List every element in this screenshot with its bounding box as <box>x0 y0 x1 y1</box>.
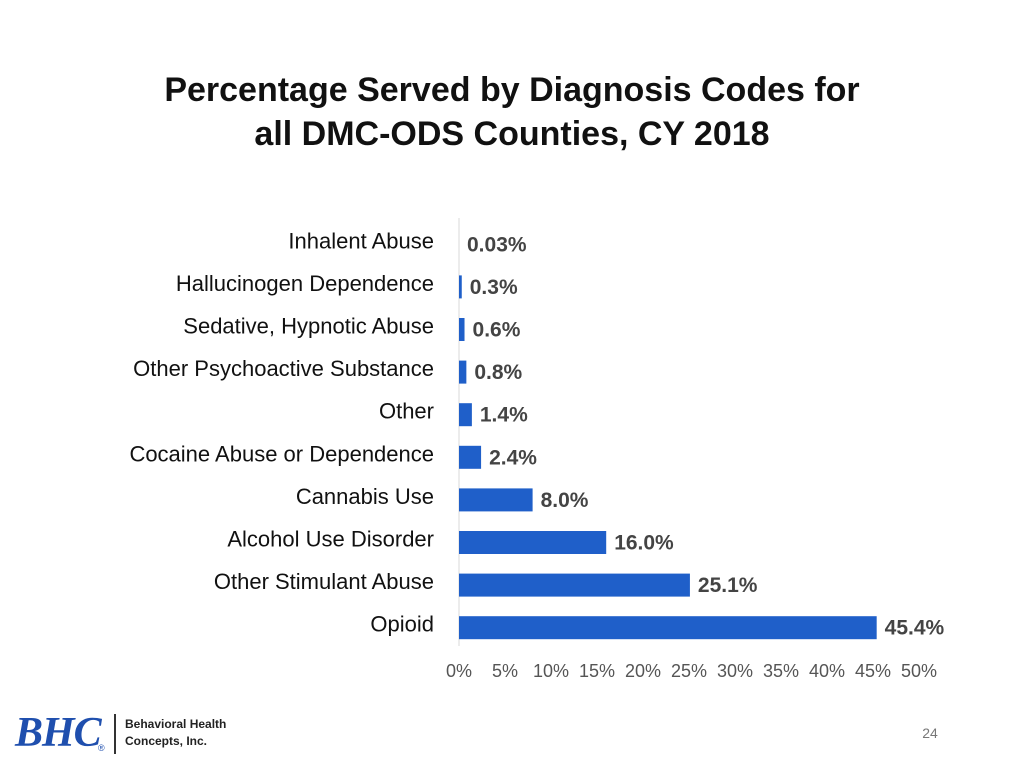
page-number: 24 <box>922 725 938 741</box>
x-tick-label: 45% <box>855 661 891 681</box>
category-label: Opioid <box>370 612 434 637</box>
x-tick-label: 15% <box>579 661 615 681</box>
bar <box>459 573 690 597</box>
category-label: Cannabis Use <box>296 484 434 509</box>
bar <box>459 403 472 427</box>
slide-title-line-2: all DMC-ODS Counties, CY 2018 <box>254 115 770 153</box>
data-label: 16.0% <box>614 532 674 555</box>
x-tick-label: 40% <box>809 661 845 681</box>
company-name-line-1: Behavioral Health <box>125 717 227 731</box>
category-label: Inhalent Abuse <box>288 228 434 253</box>
category-label: Cocaine Abuse or Dependence <box>129 441 434 466</box>
data-label: 25.1% <box>698 574 758 597</box>
data-label: 0.3% <box>470 276 518 299</box>
bar-chart: Inhalent Abuse 0.03% Hallucinogen Dependen… <box>129 218 945 681</box>
x-tick-label: 30% <box>717 661 753 681</box>
data-label: 0.6% <box>473 319 521 342</box>
data-label: 1.4% <box>480 404 528 427</box>
x-tick-label: 10% <box>533 661 569 681</box>
bhc-logo: BHC <box>15 710 102 756</box>
bar <box>459 275 462 299</box>
logo-divider <box>114 714 116 754</box>
category-label: Sedative, Hypnotic Abuse <box>183 314 434 339</box>
category-label: Other <box>379 399 434 424</box>
data-label: 8.0% <box>541 489 589 512</box>
category-label: Hallucinogen Dependence <box>176 271 434 296</box>
bar <box>459 531 607 554</box>
bar <box>459 445 482 469</box>
bar <box>459 616 877 640</box>
company-name-line-2: Concepts, Inc. <box>125 734 208 748</box>
slide-title: Percentage Served by Diagnosis Codes for… <box>0 68 1024 156</box>
x-tick-label: 35% <box>763 661 799 681</box>
x-tick-label: 0% <box>446 661 472 681</box>
data-label: 0.8% <box>474 361 522 384</box>
data-label: 0.03% <box>467 233 527 256</box>
bar <box>459 318 465 341</box>
x-tick-label: 25% <box>671 661 707 681</box>
bar <box>459 360 467 384</box>
category-label: Other Psychoactive Substance <box>133 356 434 381</box>
x-tick-label: 5% <box>492 661 518 681</box>
bar <box>459 488 533 512</box>
slide-title-line-1: Percentage Served by Diagnosis Codes for <box>164 71 860 109</box>
registered-mark: ® <box>98 743 105 753</box>
company-name: Behavioral Health Concepts, Inc. <box>125 716 285 750</box>
category-label: Other Stimulant Abuse <box>214 569 434 594</box>
category-label: Alcohol Use Disorder <box>227 527 434 552</box>
data-label: 45.4% <box>885 617 945 640</box>
x-tick-label: 20% <box>625 661 661 681</box>
x-tick-label: 50% <box>901 661 937 681</box>
data-label: 2.4% <box>489 446 537 469</box>
